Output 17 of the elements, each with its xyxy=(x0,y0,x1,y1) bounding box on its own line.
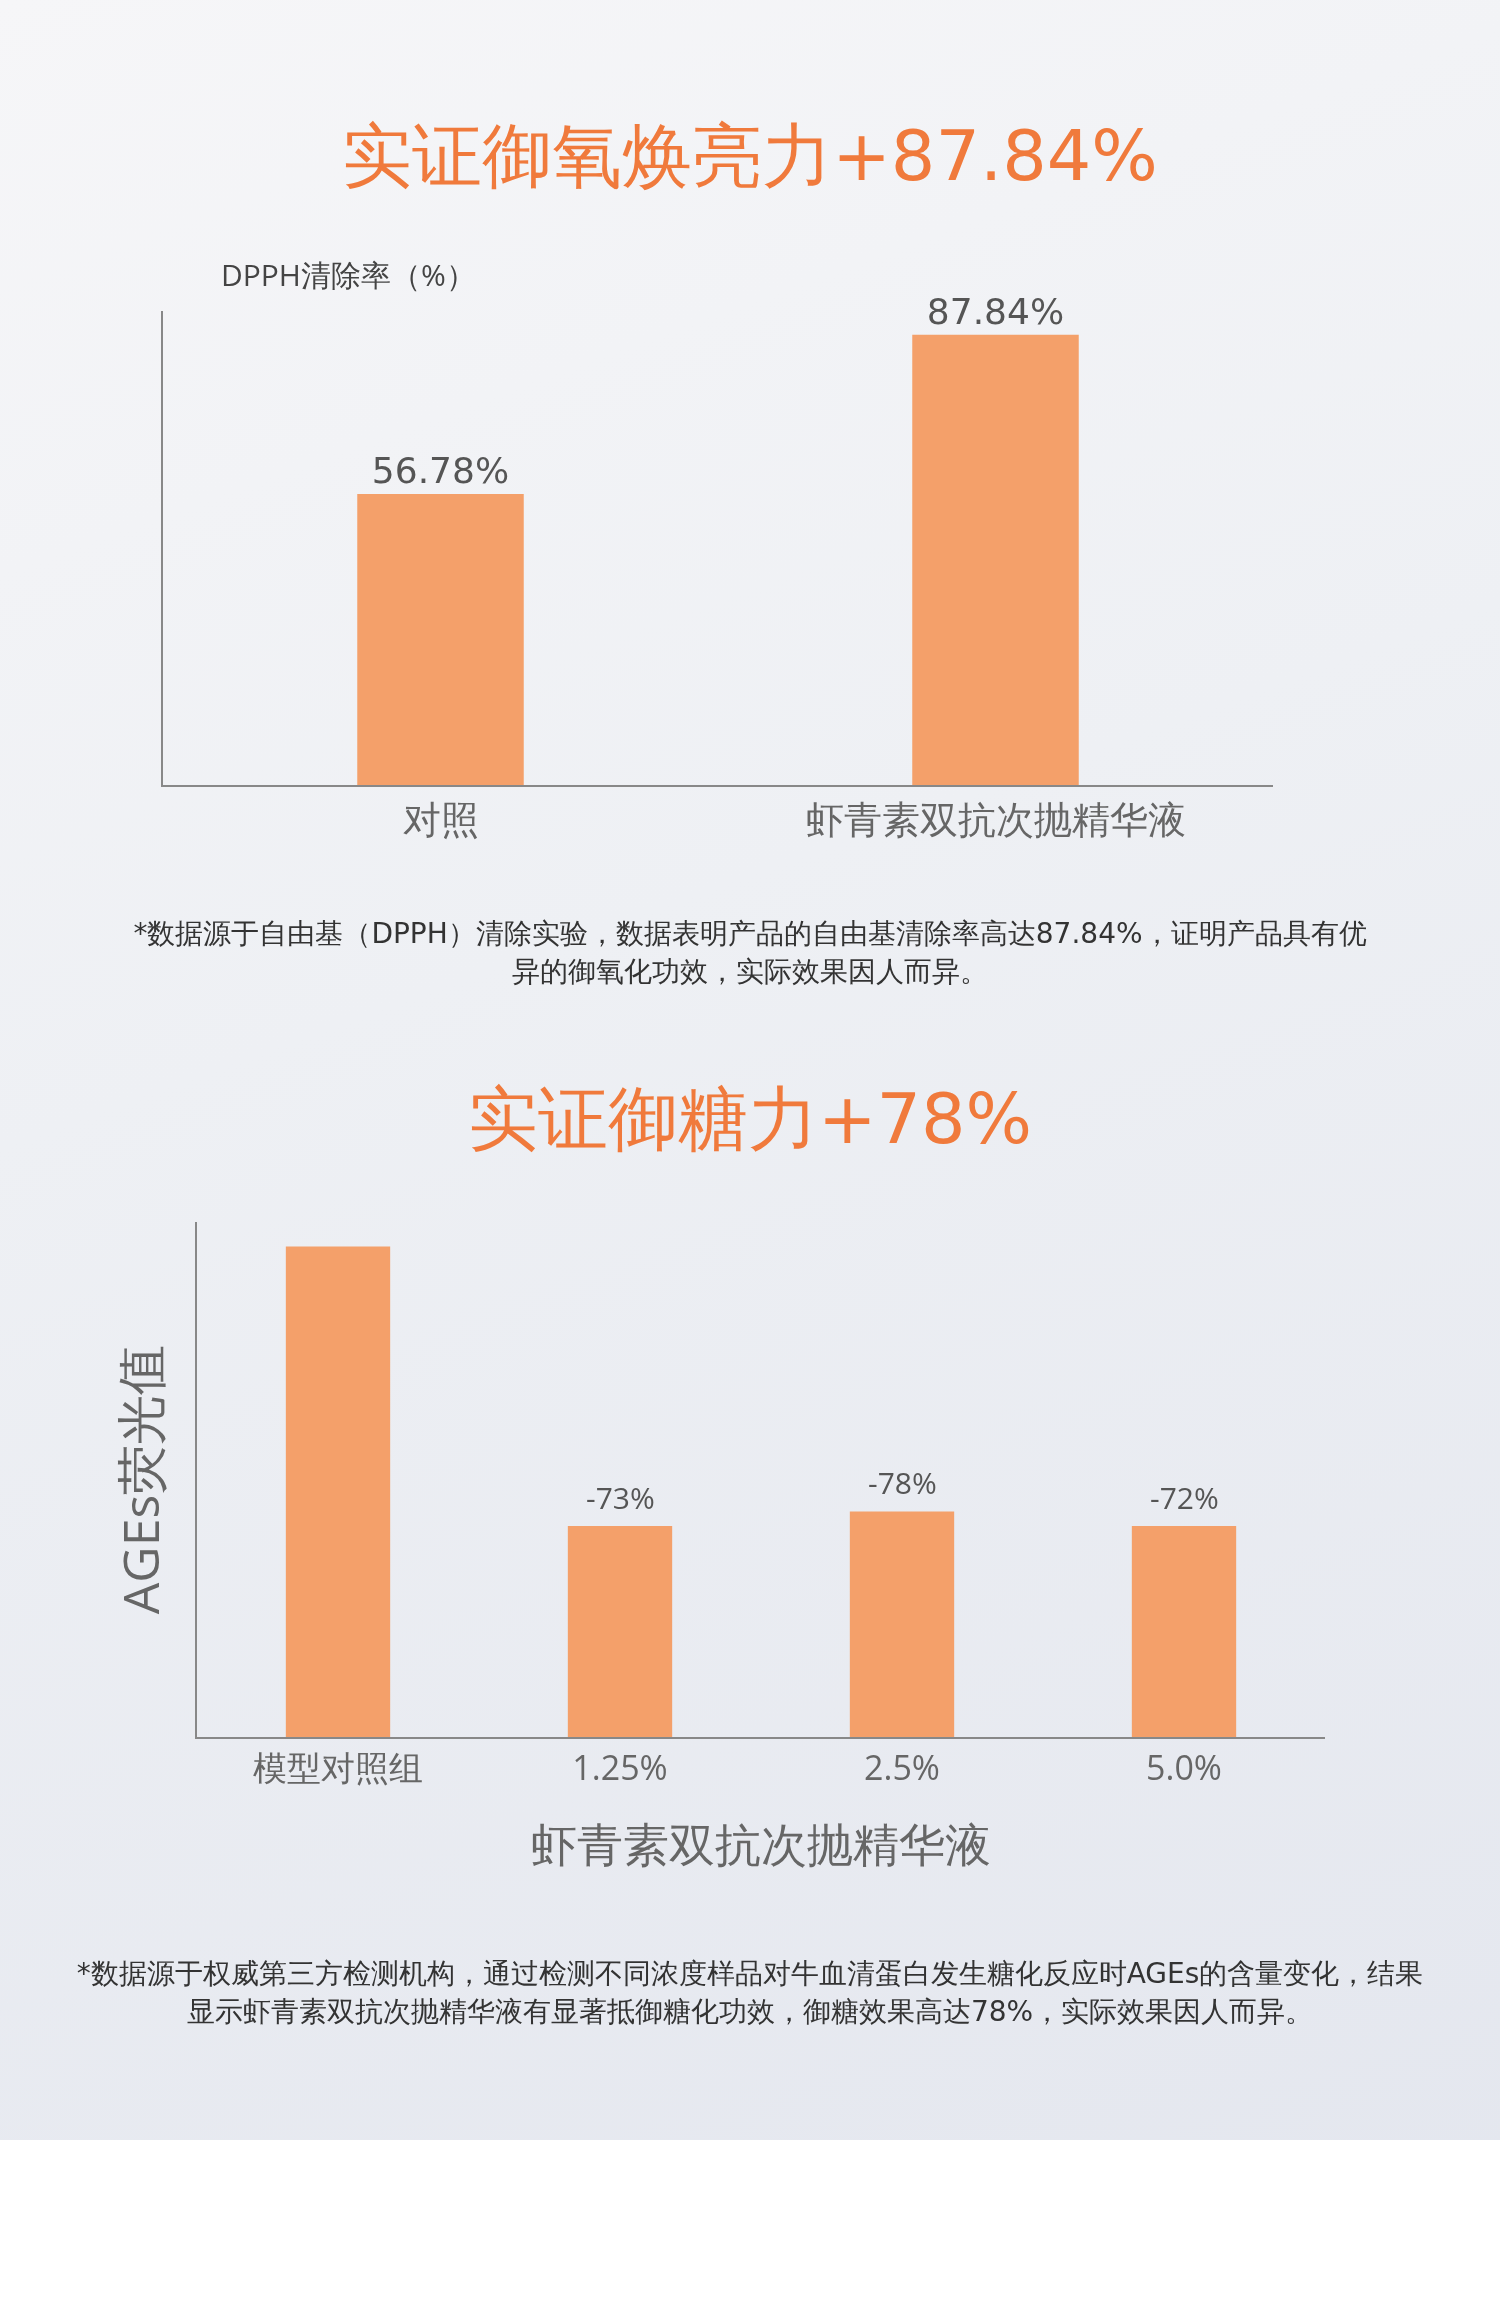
x-tick-label: 2.5% xyxy=(864,1743,940,1790)
y-axis-title: AGEs荧光值 xyxy=(105,1344,174,1615)
x-tick-label: 模型对照组 xyxy=(253,1743,423,1790)
annotation: -73% xyxy=(586,1477,655,1518)
text: *数据源于权威第三方检测机构，通过检测不同浓度样品对牛血清蛋白发生糖化反应时AGEs的含量变化，结果显示虾青素双抗次抛精华液有显著抵御糖化功效，御糖效果高达78%，实际效果因人而异。 xyxy=(75,1956,1425,2030)
annotation: -78% xyxy=(868,1462,937,1503)
annotation: -72% xyxy=(1150,1477,1219,1518)
x-tick-label: 5.0% xyxy=(1146,1743,1222,1790)
data-label: 87.84% xyxy=(926,290,1065,332)
text: *数据源于自由基（DPPH）清除实验，数据表明产品的自由基清除率高达87.84%，证明产品具有优异的御氧化功效，实际效果因人而异。 xyxy=(132,916,1368,990)
data-label: 56.78% xyxy=(371,449,510,491)
chart-title: 实证御氧焕亮力+87.84% xyxy=(342,114,1158,197)
x-axis-title: 虾青素双抗次抛精华液 xyxy=(531,1812,991,1874)
x-tick-label: 对照 xyxy=(402,791,479,844)
y-axis-title: DPPH清除率（%） xyxy=(221,254,476,295)
chart-title: 实证御糖力+78% xyxy=(467,1077,1033,1160)
x-tick-label: 1.25% xyxy=(572,1743,668,1790)
